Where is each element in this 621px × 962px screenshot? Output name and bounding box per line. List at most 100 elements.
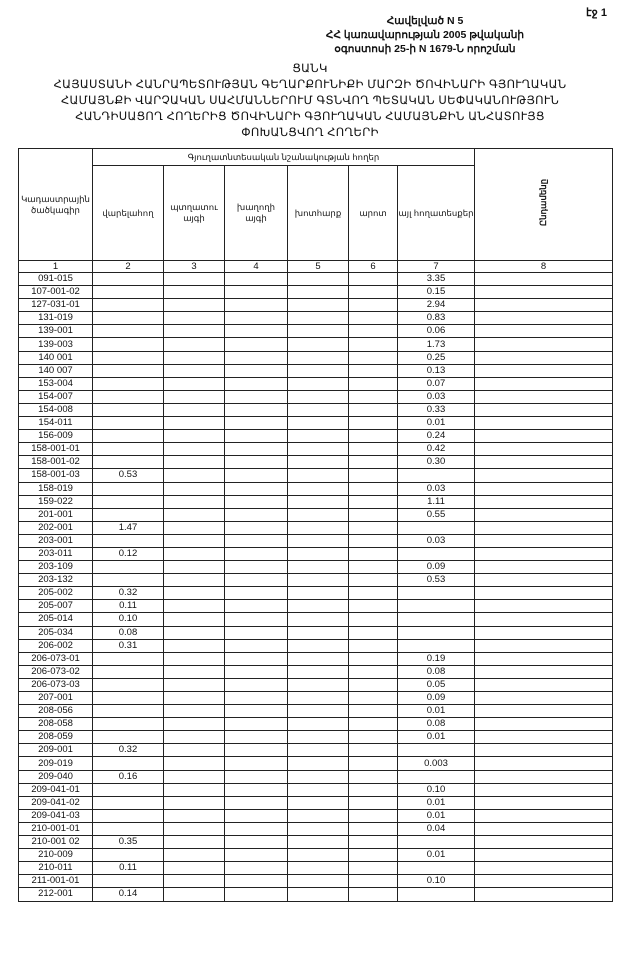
area-value bbox=[348, 468, 398, 483]
area-value bbox=[397, 769, 475, 784]
area-value: 0.30 bbox=[397, 455, 475, 470]
area-value bbox=[224, 730, 288, 745]
area-value bbox=[163, 560, 225, 575]
area-value bbox=[348, 743, 398, 758]
area-value bbox=[224, 520, 288, 535]
cadastral-code: 131-019 bbox=[18, 311, 93, 326]
area-value bbox=[92, 808, 164, 823]
area-value: 0.55 bbox=[397, 507, 475, 522]
area-value bbox=[474, 298, 613, 313]
area-value bbox=[92, 573, 164, 588]
area-value bbox=[474, 586, 613, 601]
area-value: 0.01 bbox=[397, 808, 475, 823]
area-value bbox=[348, 402, 398, 418]
area-value bbox=[163, 848, 225, 863]
area-value: 0.09 bbox=[397, 690, 475, 706]
cadastral-code: 154-007 bbox=[18, 389, 93, 404]
cadastral-code: 158-001-03 bbox=[18, 468, 93, 483]
area-value bbox=[348, 573, 398, 588]
sub-header: խոտհարք bbox=[287, 165, 349, 261]
area-value bbox=[163, 494, 225, 509]
area-value bbox=[348, 887, 398, 902]
area-value bbox=[397, 586, 475, 601]
area-value bbox=[287, 376, 349, 391]
area-value bbox=[92, 507, 164, 522]
area-value bbox=[348, 690, 398, 706]
area-value bbox=[224, 625, 288, 640]
area-value bbox=[287, 546, 349, 562]
area-value bbox=[348, 651, 398, 666]
table-row: 140 007 0.13 bbox=[18, 363, 613, 378]
area-value bbox=[348, 625, 398, 640]
column-number: 1 bbox=[18, 260, 93, 273]
area-value bbox=[287, 416, 349, 431]
area-value bbox=[224, 756, 288, 771]
area-value bbox=[474, 416, 613, 431]
area-value bbox=[348, 429, 398, 444]
annex-line: օգոստոսի 25-ի N 1679-Ն որոշման bbox=[334, 43, 516, 55]
area-value bbox=[287, 874, 349, 889]
area-value bbox=[287, 821, 349, 837]
area-value bbox=[287, 507, 349, 522]
area-value bbox=[163, 455, 225, 470]
area-value bbox=[287, 861, 349, 876]
cadastral-code: 208-058 bbox=[18, 717, 93, 732]
table-row: 158-001-02 0.30 bbox=[18, 455, 613, 470]
cadastral-code: 206-002 bbox=[18, 638, 93, 653]
area-value bbox=[348, 416, 398, 431]
area-value bbox=[163, 730, 225, 745]
area-value bbox=[474, 664, 613, 679]
title-line: ՀԱՅԱՍՏԱՆԻ ՀԱՆՐԱՊԵՏՈՒԹՅԱՆ ԳԵՂԱՐՔՈՒՆԻՔԻ ՄԱ… bbox=[53, 79, 567, 91]
title-line: ՀԱՆԴԻՍԱՑՈՂ ՀՈՂԵՐԻՑ ԾՈՎԻՆԱՐԻ ԳՅՈՒՂԱԿԱՆ ՀԱ… bbox=[75, 111, 545, 123]
table-row: 202-001 1.47 bbox=[18, 520, 613, 535]
area-value bbox=[397, 835, 475, 850]
area-value bbox=[92, 795, 164, 810]
area-value bbox=[224, 494, 288, 509]
area-value: 0.25 bbox=[397, 350, 475, 365]
column-number: 7 bbox=[397, 260, 475, 273]
area-value bbox=[348, 874, 398, 889]
cadastral-code: 206-073-03 bbox=[18, 677, 93, 693]
area-value bbox=[92, 429, 164, 444]
area-value bbox=[92, 704, 164, 719]
area-value bbox=[287, 560, 349, 575]
area-value bbox=[474, 756, 613, 771]
table-row: 210-001-01 0.04 bbox=[18, 821, 613, 837]
area-value bbox=[397, 861, 475, 876]
table-row: 154-008 0.33 bbox=[18, 402, 613, 418]
area-value: 0.07 bbox=[397, 376, 475, 391]
area-value: 0.08 bbox=[397, 664, 475, 679]
area-value bbox=[287, 835, 349, 850]
area-value bbox=[224, 821, 288, 837]
area-value bbox=[348, 481, 398, 496]
area-value bbox=[474, 861, 613, 876]
table-row: 208-058 0.08 bbox=[18, 717, 613, 732]
area-value bbox=[92, 442, 164, 457]
area-value: 1.11 bbox=[397, 494, 475, 509]
area-value bbox=[474, 560, 613, 575]
area-value bbox=[348, 298, 398, 313]
area-value bbox=[287, 769, 349, 784]
area-value bbox=[163, 717, 225, 732]
area-value bbox=[474, 481, 613, 496]
area-value bbox=[163, 664, 225, 679]
area-value: 0.01 bbox=[397, 416, 475, 431]
area-value bbox=[92, 285, 164, 300]
cadastral-code: 203-011 bbox=[18, 546, 93, 562]
area-value bbox=[224, 638, 288, 653]
area-value bbox=[92, 730, 164, 745]
area-value: 0.08 bbox=[92, 625, 164, 640]
area-value bbox=[287, 363, 349, 378]
area-value: 0.04 bbox=[397, 821, 475, 837]
table-row: 154-011 0.01 bbox=[18, 416, 613, 431]
area-value: 0.15 bbox=[397, 285, 475, 300]
area-value bbox=[92, 455, 164, 470]
area-value bbox=[163, 416, 225, 431]
area-value bbox=[348, 677, 398, 693]
area-value bbox=[474, 455, 613, 470]
table-row: 091-015 3.35 bbox=[18, 271, 613, 287]
table-row: 208-056 0.01 bbox=[18, 704, 613, 719]
area-value bbox=[163, 835, 225, 850]
area-value: 0.33 bbox=[397, 402, 475, 418]
